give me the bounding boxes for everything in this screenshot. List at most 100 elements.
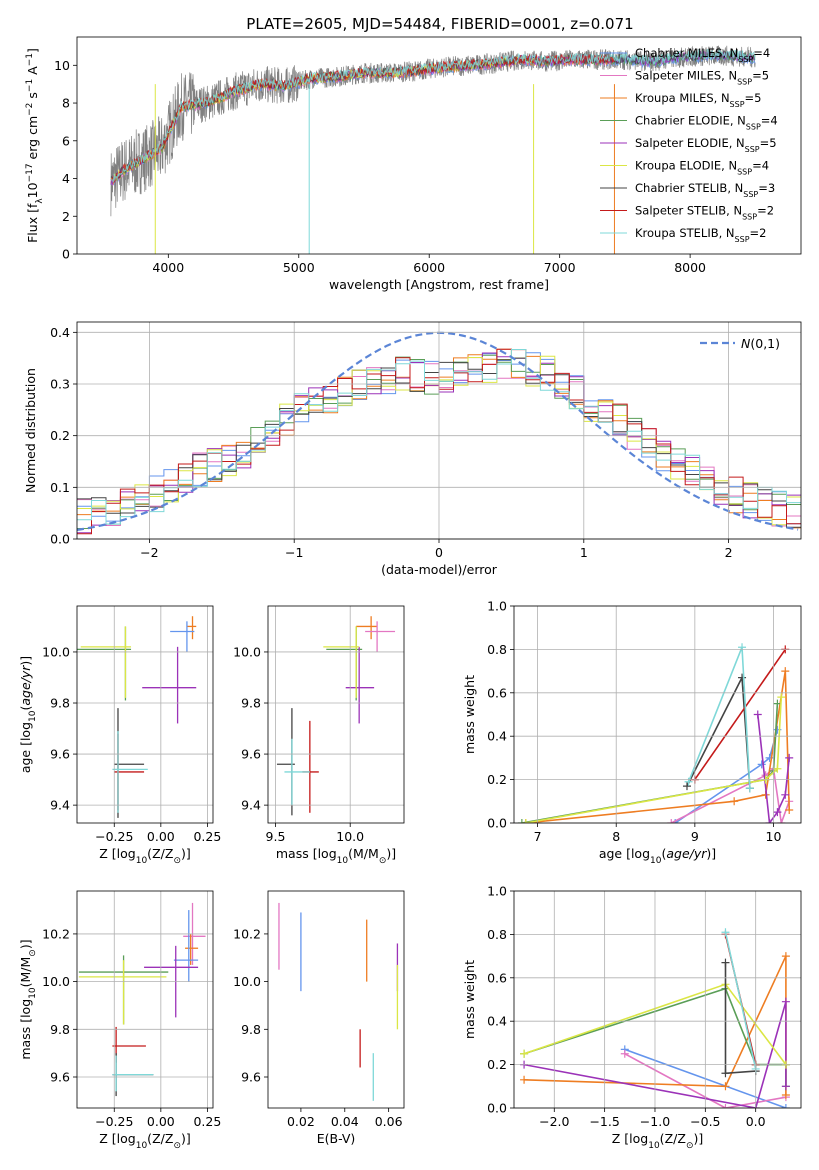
axes-frame — [267, 605, 405, 824]
legend-label: Kroupa STELIB, NSSP=2 — [635, 226, 766, 244]
weight-marker — [738, 643, 747, 652]
weight-line — [525, 670, 790, 823]
plot-area — [78, 902, 206, 1097]
data-point — [173, 910, 199, 982]
y-tick-label: 0.1 — [50, 480, 70, 495]
y-axis-label: Flux [fλ10−17 erg cm−2 s−1 A−1] — [25, 48, 45, 243]
y-tick-label: 0.4 — [487, 1014, 507, 1029]
data-point — [77, 626, 132, 701]
legend-item: Chabrier STELIB, NSSP=3 — [600, 181, 775, 199]
x-tick-label: 0.00 — [147, 1114, 175, 1129]
y-tick-label: 0.2 — [487, 1057, 507, 1072]
panel-mass-vs-Z: −0.25 0.00 0.25 9.6 9.8 10.0 10.2 Z [log10(Z/Z⊙… — [18, 890, 221, 1151]
y-axis-label: mass weight — [462, 960, 477, 1039]
y-tick-label: 9.4 — [241, 798, 261, 813]
y-tick-label: 10 — [54, 58, 70, 73]
x-axis-label: (data-model)/error — [381, 562, 498, 577]
legend-label: Salpeter STELIB, NSSP=2 — [635, 204, 774, 222]
x-tick-label: −0.25 — [95, 829, 133, 844]
x-axis-label: wavelength [Angstrom, rest frame] — [329, 277, 549, 292]
x-axis-label: mass [log10(M/M⊙)] — [276, 846, 396, 866]
weight-marker — [777, 819, 786, 823]
x-tick-label: −1.0 — [640, 1114, 670, 1129]
legend-item: Kroupa STELIB, NSSP=2 — [600, 226, 766, 244]
x-tick-label: 0.25 — [193, 829, 221, 844]
x-tick-label: 0.00 — [147, 829, 175, 844]
weight-marker — [773, 808, 782, 817]
y-tick-label: 9.8 — [241, 696, 261, 711]
weight-marker — [773, 764, 782, 773]
weight-marker — [721, 1104, 730, 1108]
weight-marker — [785, 805, 794, 814]
weight-marker — [520, 1075, 529, 1084]
y-tick-label: 10.2 — [233, 926, 261, 941]
weight-line — [521, 703, 779, 823]
x-tick-label: 4000 — [152, 260, 184, 275]
weight-marker — [738, 673, 747, 682]
gaussian-curve — [77, 331, 799, 531]
axes-frame — [76, 890, 214, 1109]
weight-marker — [520, 1049, 529, 1058]
legend-item: Salpeter ELODIE, NSSP=5 — [600, 136, 777, 154]
legend-item: Kroupa ELODIE, NSSP=4 — [600, 159, 769, 177]
axes-frame — [76, 321, 802, 540]
x-tick-label: 8000 — [674, 260, 706, 275]
weight-marker — [667, 819, 676, 823]
y-tick-label: 9.8 — [241, 1022, 261, 1037]
data-point — [112, 1055, 154, 1092]
y-tick-label: 1.0 — [487, 884, 507, 899]
data-point — [186, 616, 197, 640]
weight-marker — [781, 952, 790, 961]
plot-area — [276, 616, 396, 816]
weight-marker — [721, 1069, 730, 1078]
y-tick-label: 10.0 — [233, 644, 261, 659]
model-line — [110, 53, 615, 183]
weight-marker — [745, 784, 754, 793]
weight-marker — [753, 710, 762, 719]
weight-marker — [730, 797, 739, 806]
legend-item: Chabrier ELODIE, NSSP=4 — [600, 114, 778, 131]
legend-label: Salpeter ELODIE, NSSP=5 — [635, 136, 777, 154]
axes-frame — [76, 36, 802, 255]
legend-label: Kroupa MILES, NSSP=5 — [635, 91, 761, 109]
x-tick-label: 0.0 — [746, 1114, 766, 1129]
weight-marker — [765, 819, 774, 823]
x-tick-label: −2.0 — [539, 1114, 569, 1129]
plot-area — [517, 643, 794, 823]
y-tick-label: 0.2 — [487, 772, 507, 787]
weight-marker — [781, 997, 790, 1006]
x-tick-label: 5000 — [283, 260, 315, 275]
weight-marker — [781, 790, 790, 799]
y-tick-label: 0.4 — [50, 325, 70, 340]
plot-area — [520, 928, 790, 1108]
weight-line — [670, 767, 790, 823]
weight-marker — [721, 928, 730, 937]
y-axis-label: age [log10(age/yr)] — [18, 656, 38, 773]
panel-weight-vs-age: 7 8 9 10 0.0 0.2 0.4 0.6 0.8 1.0 age [log10(age/yr… — [462, 599, 802, 866]
y-tick-label: 0 — [62, 247, 70, 262]
y-tick-label: 9.8 — [50, 1022, 70, 1037]
legend-item: Chabrier MILES, NSSP=4 — [600, 46, 770, 64]
x-tick-label: 0.25 — [193, 1114, 221, 1129]
y-tick-label: 0.8 — [487, 642, 507, 657]
x-tick-label: 10 — [766, 829, 782, 844]
weight-marker — [777, 693, 786, 702]
y-tick-label: 0.2 — [50, 428, 70, 443]
axes-frame — [267, 890, 405, 1109]
panel-mass-vs-ebv: 0.02 0.04 0.06 9.6 9.8 10.0 10.2 E(B-V) — [233, 890, 405, 1146]
legend-label: Kroupa ELODIE, NSSP=4 — [635, 159, 769, 177]
weight-marker — [781, 1082, 790, 1091]
weight-marker — [684, 777, 693, 786]
x-tick-label: −0.5 — [690, 1114, 720, 1129]
weight-line — [624, 1053, 787, 1108]
x-tick-label: 7000 — [544, 260, 576, 275]
x-tick-label: 0.02 — [287, 1114, 315, 1129]
y-axis-label: mass weight — [462, 675, 477, 754]
x-tick-label: −1 — [285, 545, 303, 560]
weight-line — [724, 932, 757, 1070]
data-point — [142, 646, 197, 724]
data-point — [114, 708, 145, 818]
data-point — [114, 733, 145, 811]
panel-weight-vs-Z: −2.0 −1.5 −1.0 −0.5 0.0 0.0 0.2 0.4 0.6 0.8 1.0 Z [… — [462, 884, 802, 1151]
